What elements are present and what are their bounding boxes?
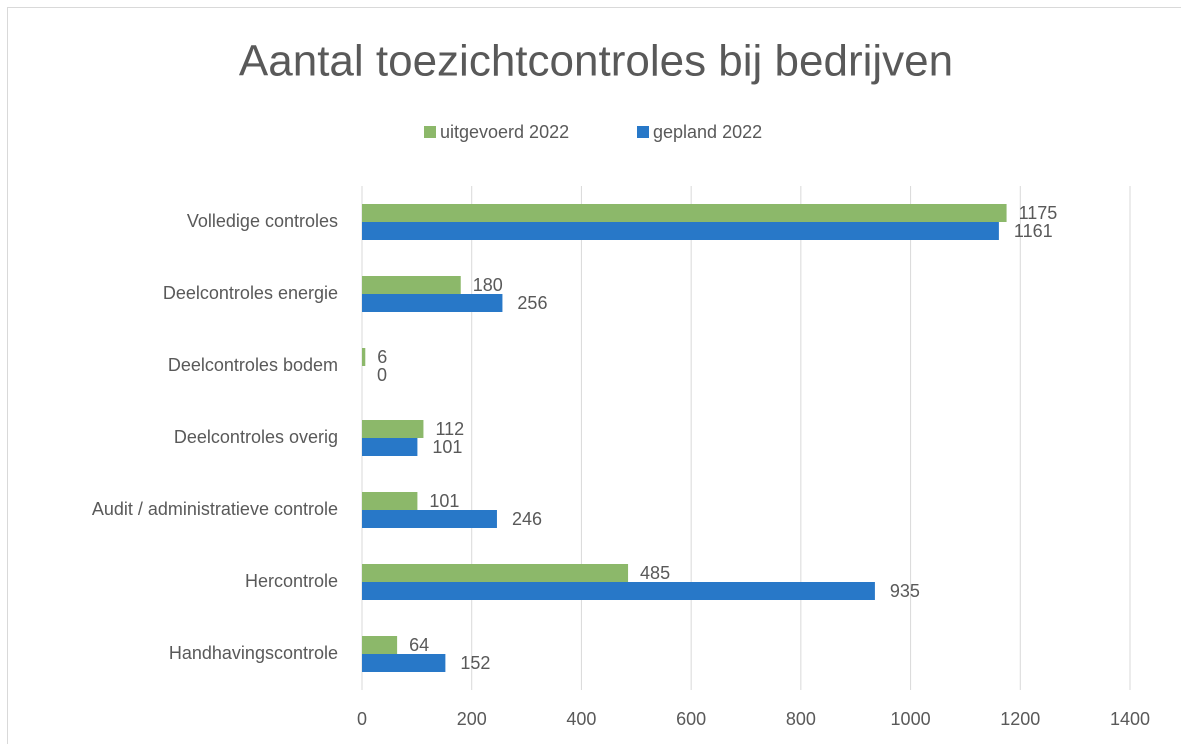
legend-label: uitgevoerd 2022	[440, 122, 569, 142]
bar	[362, 204, 1007, 222]
x-tick-label: 200	[457, 709, 487, 729]
value-label: 1175	[1019, 203, 1058, 223]
y-tick-label: Volledige controles	[187, 211, 338, 231]
y-tick-label: Handhavingscontrole	[169, 643, 338, 663]
x-tick-label: 1400	[1110, 709, 1150, 729]
value-label: 180	[473, 275, 503, 295]
bar	[362, 294, 503, 312]
legend-swatch	[637, 126, 649, 138]
bar	[362, 492, 418, 510]
legend-label: gepland 2022	[653, 122, 762, 142]
value-label: 101	[429, 491, 459, 511]
bar	[362, 510, 497, 528]
bar	[362, 438, 418, 456]
value-label: 485	[640, 563, 670, 583]
y-tick-label: Audit / administratieve controle	[92, 499, 338, 519]
bar	[362, 636, 398, 654]
bar	[362, 582, 875, 600]
value-label: 101	[432, 437, 462, 457]
x-tick-label: 400	[566, 709, 596, 729]
value-label: 64	[409, 635, 429, 655]
value-label: 112	[435, 419, 464, 439]
x-tick-label: 800	[786, 709, 816, 729]
bar	[362, 564, 629, 582]
value-label: 935	[890, 581, 920, 601]
y-tick-label: Deelcontroles energie	[163, 283, 338, 303]
x-tick-label: 1000	[891, 709, 931, 729]
bar	[362, 222, 999, 240]
value-label: 256	[517, 293, 547, 313]
x-tick-label: 600	[676, 709, 706, 729]
bar	[362, 420, 424, 438]
bar	[362, 348, 366, 366]
legend-swatch	[424, 126, 436, 138]
value-label: 6	[377, 347, 387, 367]
bar	[362, 654, 446, 672]
chart-border	[7, 7, 1181, 744]
chart-title: Aantal toezichtcontroles bij bedrijven	[239, 37, 953, 86]
value-label: 1161	[1014, 221, 1053, 241]
bar	[362, 276, 461, 294]
value-label: 246	[512, 509, 542, 529]
y-tick-label: Hercontrole	[245, 571, 338, 591]
value-label: 152	[460, 653, 490, 673]
x-tick-label: 1200	[1000, 709, 1040, 729]
y-tick-label: Deelcontroles bodem	[168, 355, 338, 375]
y-tick-label: Deelcontroles overig	[174, 427, 338, 447]
x-tick-label: 0	[357, 709, 367, 729]
value-label: 0	[377, 365, 387, 385]
